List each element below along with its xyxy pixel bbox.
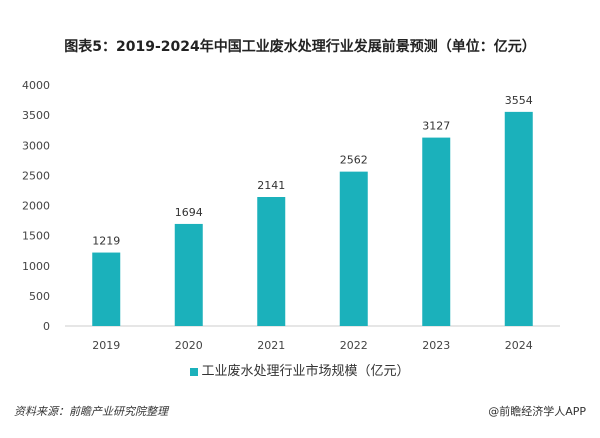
legend: 工业废水处理行业市场规模（亿元） <box>0 360 600 379</box>
y-tick-label: 0 <box>43 320 50 333</box>
source-note: 资料来源：前瞻产业研究院整理 <box>14 405 168 418</box>
bar <box>339 171 368 326</box>
y-tick-label: 500 <box>29 290 50 303</box>
y-tick-label: 3500 <box>22 109 50 122</box>
legend-label: 工业废水处理行业市场规模（亿元） <box>201 364 410 379</box>
x-tick-label: 2024 <box>505 339 533 352</box>
y-tick-label: 2500 <box>22 169 50 182</box>
bar <box>92 252 121 326</box>
bar <box>257 197 286 326</box>
chart-title: 图表5：2019-2024年中国工业废水处理行业发展前景预测（单位：亿元） <box>64 39 536 55</box>
x-tick-label: 2021 <box>257 339 285 352</box>
legend-swatch <box>190 367 199 376</box>
y-tick-label: 1500 <box>22 230 50 243</box>
data-label: 3554 <box>505 94 533 107</box>
brand-credit: @前瞻经济学人APP <box>488 405 586 418</box>
data-label: 3127 <box>422 120 450 133</box>
bar <box>504 111 533 327</box>
y-tick-label: 3000 <box>22 139 50 152</box>
y-tick-label: 2000 <box>22 200 50 213</box>
bar <box>174 223 203 326</box>
data-label: 1219 <box>92 235 120 248</box>
x-tick-label: 2023 <box>422 339 450 352</box>
data-label: 2562 <box>340 154 368 167</box>
y-tick-label: 1000 <box>22 260 50 273</box>
bar <box>422 137 451 326</box>
data-label: 1694 <box>175 206 203 219</box>
x-tick-label: 2020 <box>175 339 203 352</box>
data-label: 2141 <box>257 179 285 192</box>
y-tick-label: 4000 <box>22 79 50 92</box>
x-tick-label: 2022 <box>340 339 368 352</box>
x-tick-label: 2019 <box>92 339 120 352</box>
